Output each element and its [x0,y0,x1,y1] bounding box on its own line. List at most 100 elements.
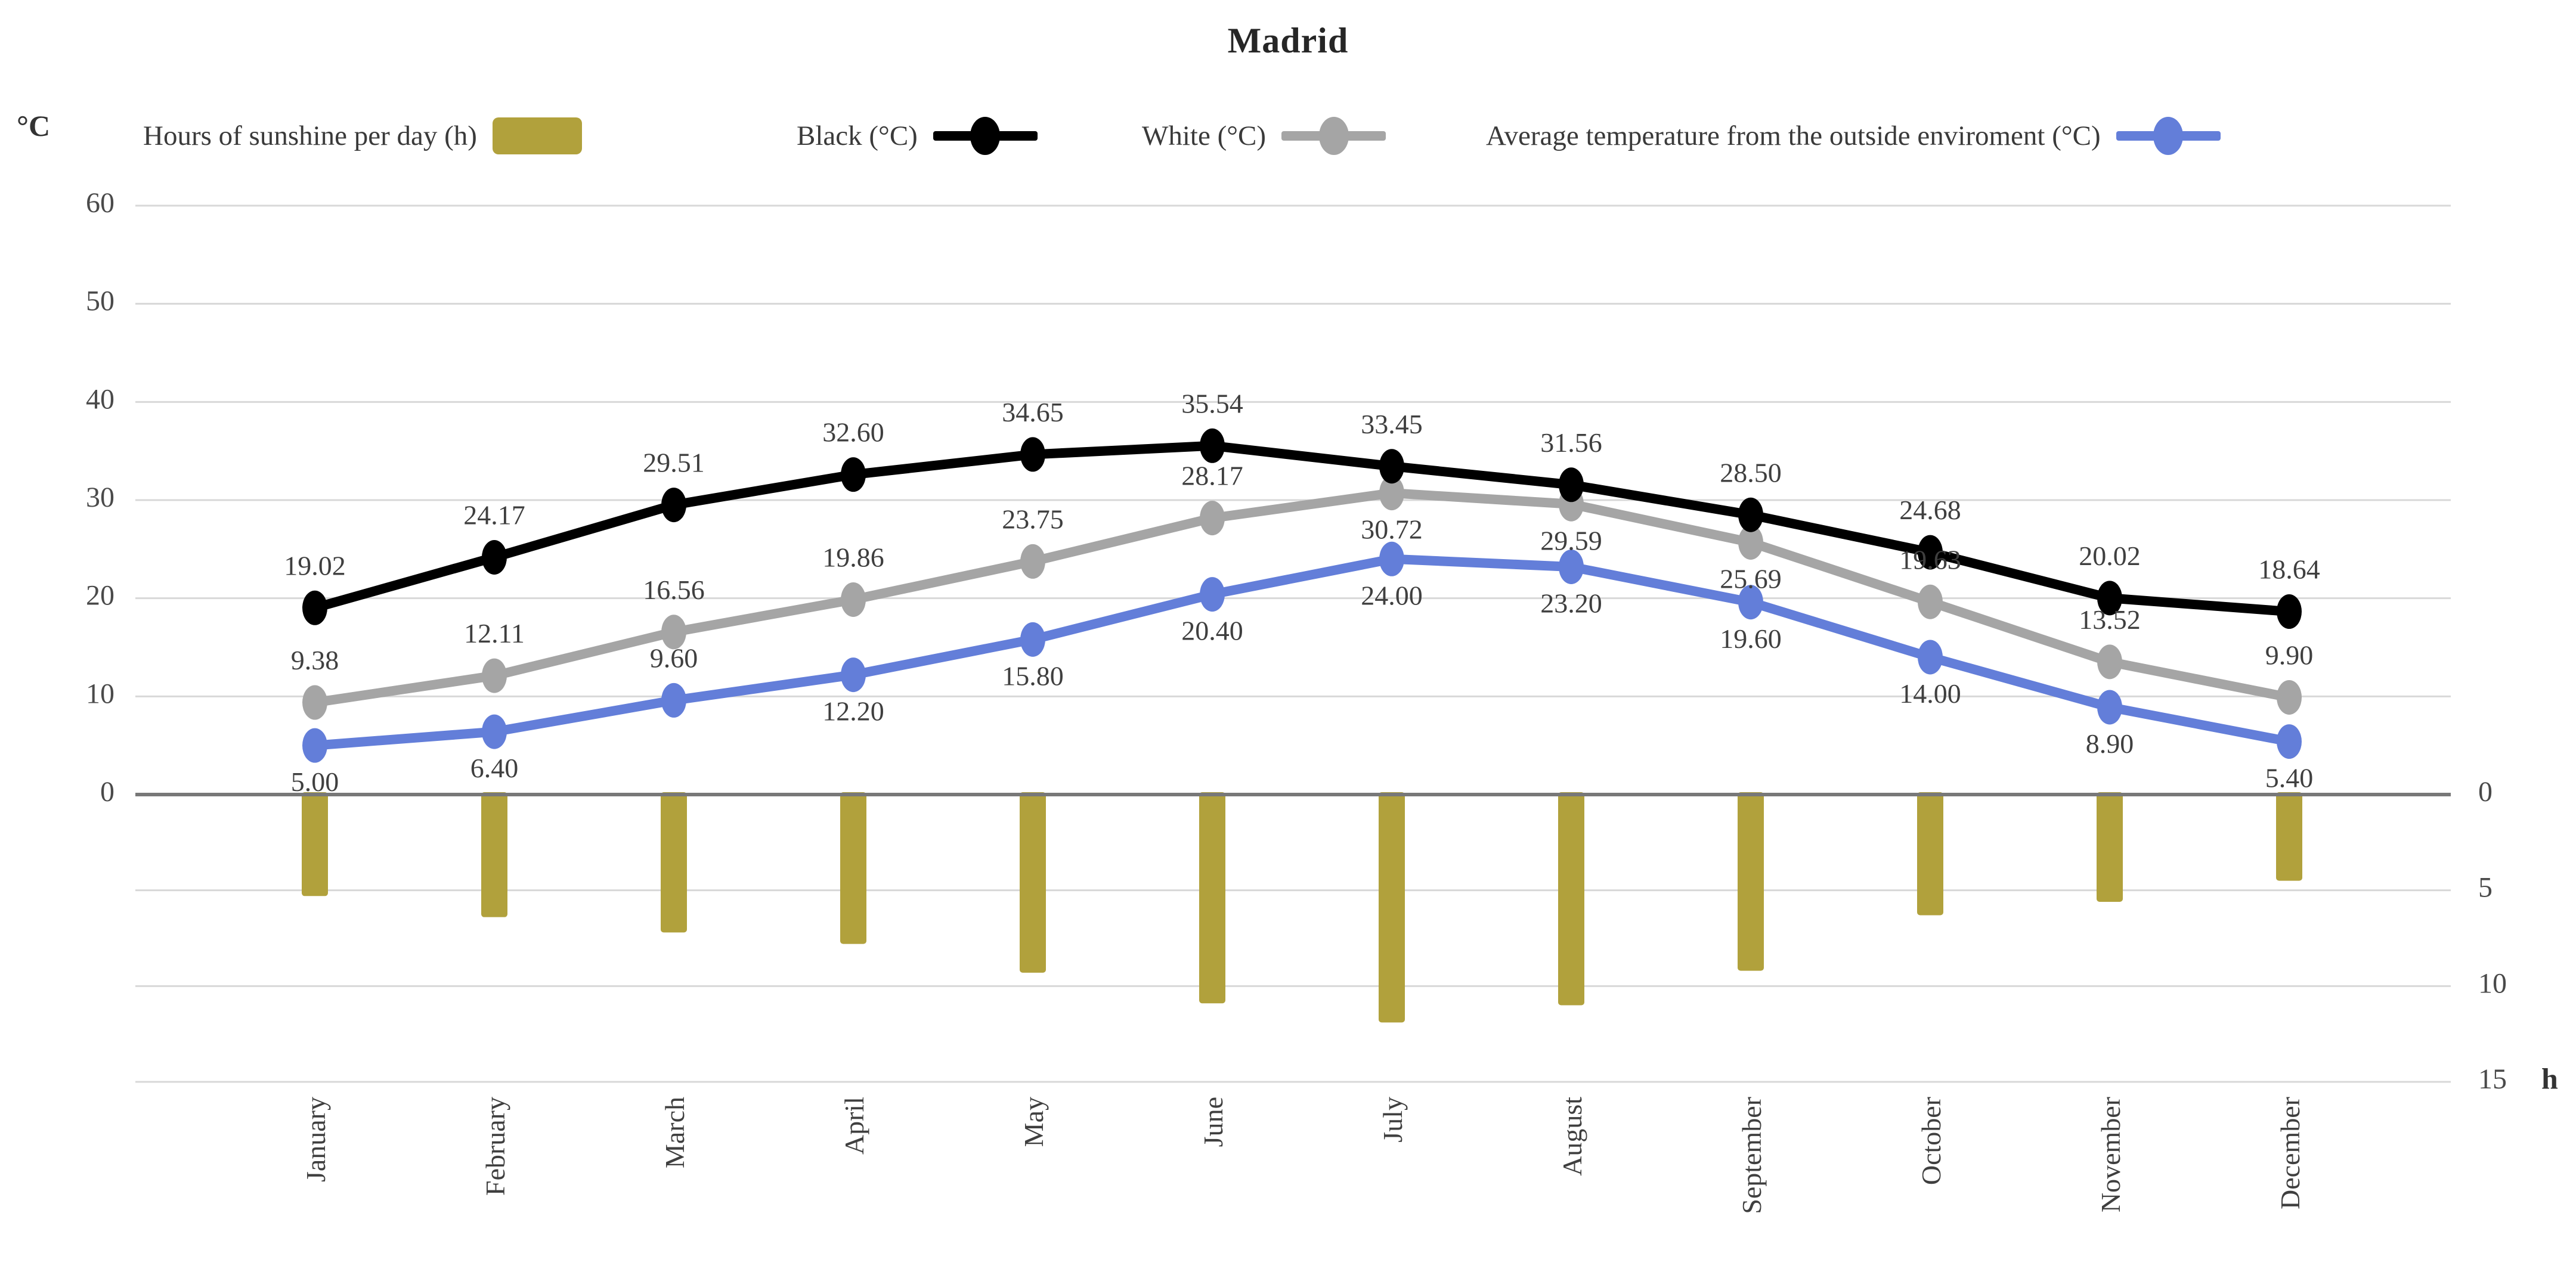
point-black-April [841,457,866,492]
point-white-March [661,615,686,650]
left-tick-20: 20 [86,580,114,612]
data-label-white-February: 12.11 [464,618,525,649]
data-label-average-February: 6.40 [470,753,519,783]
data-label-average-October: 14.00 [1899,678,1961,709]
bar-October [1917,792,1943,916]
bar-August [1558,792,1584,1006]
data-label-average-January: 5.00 [291,767,339,797]
month-label-April: April [839,1097,869,1155]
point-black-June [1200,428,1225,463]
data-label-average-May: 15.80 [1002,660,1064,691]
data-label-white-October: 19.63 [1899,544,1961,575]
bar-May [1020,792,1046,973]
data-label-white-December: 9.90 [2265,640,2314,671]
sunshine-bar-swatch-icon [492,117,582,154]
point-white-January [302,685,327,720]
white-line-marker-icon [1281,117,1386,155]
month-label-July: July [1377,1097,1408,1143]
month-label-November: November [2095,1097,2126,1212]
data-label-average-March: 9.60 [650,643,698,673]
chart-legend: Hours of sunshine per day (h) Black (°C)… [0,106,2576,166]
data-label-average-April: 12.20 [822,696,884,727]
series-line-average [314,554,2290,750]
legend-item-sunshine: Hours of sunshine per day (h) [143,106,582,166]
point-average-June [1200,577,1225,612]
point-average-May [1020,622,1045,657]
bar-April [840,792,866,944]
point-black-May [1020,437,1045,472]
point-white-May [1020,544,1045,579]
point-average-August [1559,549,1584,584]
bar-December [2276,792,2302,881]
data-label-white-September: 25.69 [1720,564,1782,594]
black-line-marker-icon [933,117,1038,155]
month-label-March: March [660,1097,690,1168]
right-tick-0: 0 [2478,776,2493,808]
left-tick-50: 50 [86,286,114,317]
data-label-average-November: 8.90 [2086,728,2134,759]
bar-September [1738,792,1764,971]
bar-November [2097,792,2123,902]
data-label-average-June: 20.40 [1181,616,1243,646]
left-axis-unit-label: °C [17,109,51,142]
data-label-black-July: 33.45 [1361,409,1423,439]
month-label-June: June [1198,1097,1228,1147]
point-average-October [1918,640,1943,675]
legend-label-white: White (°C) [1142,120,1267,151]
data-label-white-August: 29.59 [1540,525,1602,556]
data-label-average-September: 19.60 [1720,623,1782,654]
point-white-September [1738,525,1763,560]
data-label-average-December: 5.40 [2265,763,2314,793]
data-label-white-November: 13.52 [2079,604,2141,635]
right-tick-5: 5 [2478,872,2493,904]
point-white-November [2097,644,2122,680]
point-black-November [2097,581,2122,616]
bar-March [661,792,687,933]
data-label-white-March: 16.56 [643,575,705,605]
data-label-white-January: 9.38 [291,645,339,675]
legend-label-average-outside: Average temperature from the outside env… [1486,120,2101,151]
data-label-black-August: 31.56 [1540,427,1602,458]
right-axis-unit-label: h [2541,1062,2558,1095]
left-tick-30: 30 [86,482,114,513]
point-black-January [302,590,327,625]
data-label-white-May: 23.75 [1002,504,1064,534]
month-label-January: January [301,1097,331,1182]
point-white-February [482,658,507,693]
point-average-September [1738,585,1763,620]
data-label-white-July: 30.72 [1361,514,1423,545]
point-black-March [661,488,686,523]
data-label-black-April: 32.60 [822,417,884,448]
point-average-December [2277,724,2302,759]
point-average-January [302,728,327,763]
left-tick-0: 0 [100,776,114,808]
point-white-June [1200,501,1225,536]
data-label-black-June: 35.54 [1181,388,1243,418]
point-black-October [1918,535,1943,570]
left-tick-10: 10 [86,678,114,709]
legend-item-average-outside: Average temperature from the outside env… [1486,106,2221,166]
data-label-black-February: 24.17 [463,500,525,530]
data-label-white-June: 28.17 [1181,461,1243,491]
left-tick-40: 40 [86,383,114,415]
bar-June [1199,792,1225,1004]
series-line-black [313,440,2290,617]
point-black-July [1379,449,1404,484]
data-label-black-May: 34.65 [1002,397,1064,427]
data-label-black-January: 19.02 [284,550,346,581]
point-black-August [1559,467,1584,502]
data-label-white-April: 19.86 [822,542,884,573]
left-tick-60: 60 [86,187,114,219]
data-label-black-October: 24.68 [1899,495,1961,525]
point-average-July [1379,541,1404,576]
bar-February [481,792,507,917]
data-label-average-July: 24.00 [1361,580,1423,610]
point-black-September [1738,497,1763,532]
legend-label-black: Black (°C) [797,120,918,151]
month-label-December: December [2275,1097,2305,1209]
point-average-April [841,657,866,693]
right-tick-15: 15 [2478,1063,2507,1095]
month-label-May: May [1018,1097,1049,1147]
legend-label-sunshine: Hours of sunshine per day (h) [143,120,477,151]
